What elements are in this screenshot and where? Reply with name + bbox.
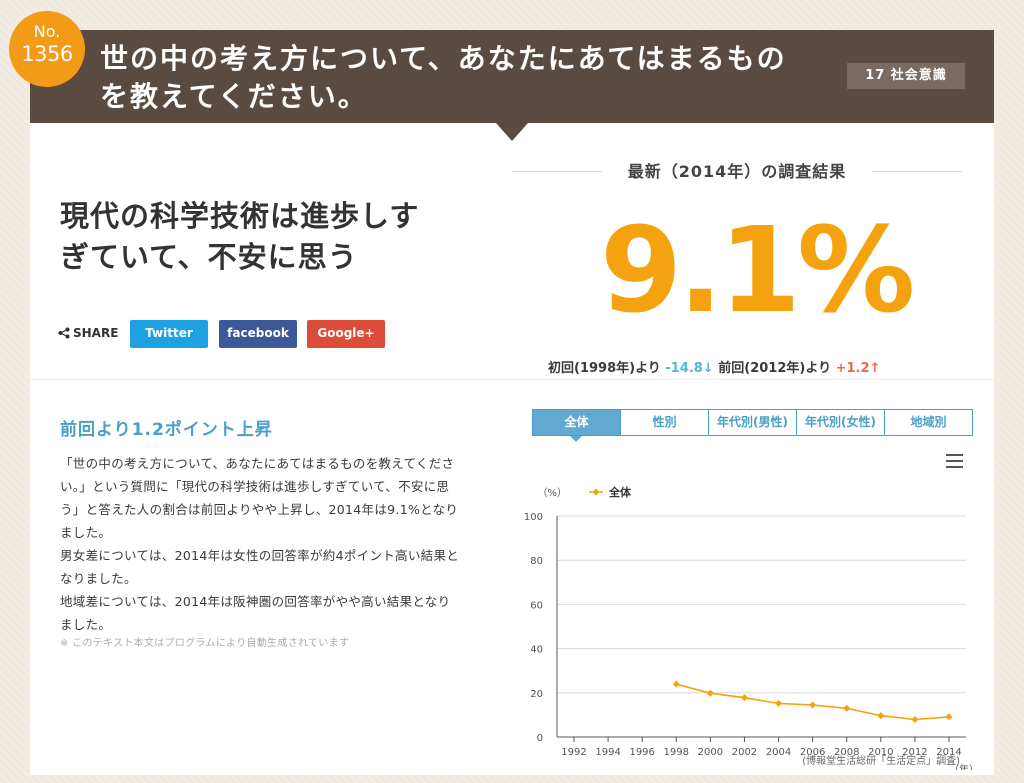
- menu-bar: [946, 466, 963, 468]
- share-text: SHARE: [73, 326, 119, 340]
- question-number-badge: No. 1356: [9, 11, 85, 87]
- y-axis-label: （%）: [537, 487, 567, 499]
- summary-line: なりました。: [60, 571, 137, 586]
- chart-tabs: 全体 性別 年代別(男性) 年代別(女性) 地域別: [532, 409, 973, 436]
- summary-body: 「世の中の考え方について、あなたにあてはまるものを教えてくださ い。」という質問…: [60, 452, 492, 636]
- question-header: 世の中の考え方について、あなたにあてはまるもの を教えてください。 17 社会意…: [30, 30, 994, 123]
- x-tick-label: 2012: [902, 747, 927, 758]
- share-label: SHARE: [58, 326, 118, 340]
- prev-diff-value: +1.2: [835, 361, 870, 376]
- share-icon: [58, 327, 70, 339]
- googleplus-share-button[interactable]: Google+: [307, 320, 385, 348]
- question-title-line1: 世の中の考え方について、あなたにあてはまるもの: [100, 42, 787, 75]
- data-point: [877, 712, 885, 720]
- active-tab-pointer: [570, 436, 582, 442]
- legend-point-marker: [592, 488, 600, 496]
- data-point: [945, 713, 953, 721]
- latest-result-label: 最新（2014年）の調査結果: [627, 162, 847, 181]
- x-tick-label: 1996: [629, 747, 654, 758]
- x-tick-label: 2002: [732, 747, 757, 758]
- data-point: [809, 701, 817, 709]
- header-pointer: [496, 123, 528, 141]
- question-title-line2: を教えてください。: [100, 80, 368, 113]
- question-number: 1356: [21, 42, 73, 66]
- question-title: 世の中の考え方について、あなたにあてはまるもの を教えてください。: [100, 40, 800, 116]
- x-tick-label: 2010: [868, 747, 893, 758]
- tab-age-female[interactable]: 年代別(女性): [797, 410, 885, 435]
- summary-line: う」と答えた人の割合は前回よりやや上昇し、2014年は9.1%となり: [60, 502, 459, 517]
- y-tick-label: 80: [530, 556, 543, 567]
- menu-bar: [946, 460, 963, 462]
- summary-line: い。」という質問に「現代の科学技術は進歩しすぎていて、不安に思: [60, 479, 450, 494]
- y-tick-label: 100: [524, 512, 543, 523]
- category-tag[interactable]: 17 社会意識: [847, 63, 965, 89]
- summary-paragraph-2: 男女差については、2014年は女性の回答率が約4ポイント高い結果と なりました。: [60, 544, 492, 590]
- twitter-share-button[interactable]: Twitter: [130, 320, 208, 348]
- facebook-share-button[interactable]: facebook: [219, 320, 297, 348]
- legend-label: 全体: [608, 485, 632, 499]
- auto-generated-note: ※ このテキスト本文はプログラムにより自動生成されています: [60, 638, 350, 649]
- result-percentage: 9.1%: [600, 201, 915, 339]
- result-card: 世の中の考え方について、あなたにあてはまるもの を教えてください。 17 社会意…: [30, 30, 994, 775]
- y-tick-label: 60: [530, 600, 543, 611]
- answer-title: 現代の科学技術は進歩しす ぎていて、不安に思う: [60, 196, 500, 278]
- survey-credit: (博報堂生活総研「生活定点」調査): [802, 756, 960, 767]
- summary-headline: 前回より1.2ポイント上昇: [60, 420, 273, 440]
- prev-survey-label: 前回(2012年)より: [718, 361, 832, 376]
- prev-survey-diff: +1.2↑: [836, 361, 881, 376]
- up-arrow-icon: ↑: [869, 361, 881, 376]
- x-tick-label: 2008: [834, 747, 859, 758]
- trend-line-chart: （%） 全体 0 20 40 60 80 100 1992 1994 1996 1998 2000 200…: [524, 485, 979, 770]
- data-point: [775, 699, 783, 707]
- data-point: [706, 689, 714, 697]
- summary-line: ました。: [60, 525, 112, 540]
- x-tick-label: 2006: [800, 747, 825, 758]
- first-survey-diff: -14.8↓: [665, 361, 713, 376]
- x-tick-label: 1992: [561, 747, 586, 758]
- chart-menu-icon[interactable]: [946, 454, 963, 468]
- tab-gender[interactable]: 性別: [621, 410, 709, 435]
- y-tick-label: 0: [537, 733, 543, 744]
- latest-result-heading: 最新（2014年）の調査結果: [512, 158, 962, 184]
- x-tick-label: 2014: [936, 747, 961, 758]
- x-tick-label: 2004: [766, 747, 791, 758]
- answer-title-line1: 現代の科学技術は進歩しす: [60, 199, 420, 233]
- y-tick-label: 20: [530, 689, 543, 700]
- x-tick-label: 1998: [664, 747, 689, 758]
- x-axis-label: （年）: [949, 763, 979, 770]
- heading-rule-right: [872, 171, 962, 172]
- question-number-label: No.: [33, 22, 61, 41]
- x-tick-label: 1994: [595, 747, 620, 758]
- x-tick-label: 2000: [698, 747, 723, 758]
- tab-age-male[interactable]: 年代別(男性): [709, 410, 797, 435]
- menu-bar: [946, 454, 963, 456]
- tab-region[interactable]: 地域別: [910, 415, 947, 429]
- summary-line: 「世の中の考え方について、あなたにあてはまるものを教えてくださ: [60, 456, 455, 471]
- section-divider: [30, 379, 994, 380]
- data-point: [911, 716, 919, 724]
- summary-paragraph-3: 地域差については、2014年は阪神圏の回答率がやや高い結果となり ました。: [60, 590, 492, 636]
- data-point: [740, 694, 748, 702]
- result-comparison: 初回(1998年)より -14.8↓ 前回(2012年)より +1.2↑: [548, 357, 948, 376]
- summary-line: 地域差については、2014年は阪神圏の回答率がやや高い結果となり: [60, 594, 451, 609]
- data-point: [672, 680, 680, 688]
- summary-paragraph-1: 「世の中の考え方について、あなたにあてはまるものを教えてくださ い。」という質問…: [60, 452, 492, 544]
- first-survey-label: 初回(1998年)より: [548, 361, 661, 376]
- down-arrow-icon: ↓: [702, 361, 714, 376]
- answer-title-line2: ぎていて、不安に思う: [60, 240, 358, 274]
- tab-overall[interactable]: 全体: [533, 410, 621, 435]
- data-point: [843, 704, 851, 712]
- summary-line: 男女差については、2014年は女性の回答率が約4ポイント高い結果と: [60, 548, 460, 563]
- heading-rule-left: [512, 171, 602, 172]
- first-diff-value: -14.8: [665, 361, 703, 376]
- y-tick-label: 40: [530, 645, 543, 656]
- summary-line: ました。: [60, 617, 112, 632]
